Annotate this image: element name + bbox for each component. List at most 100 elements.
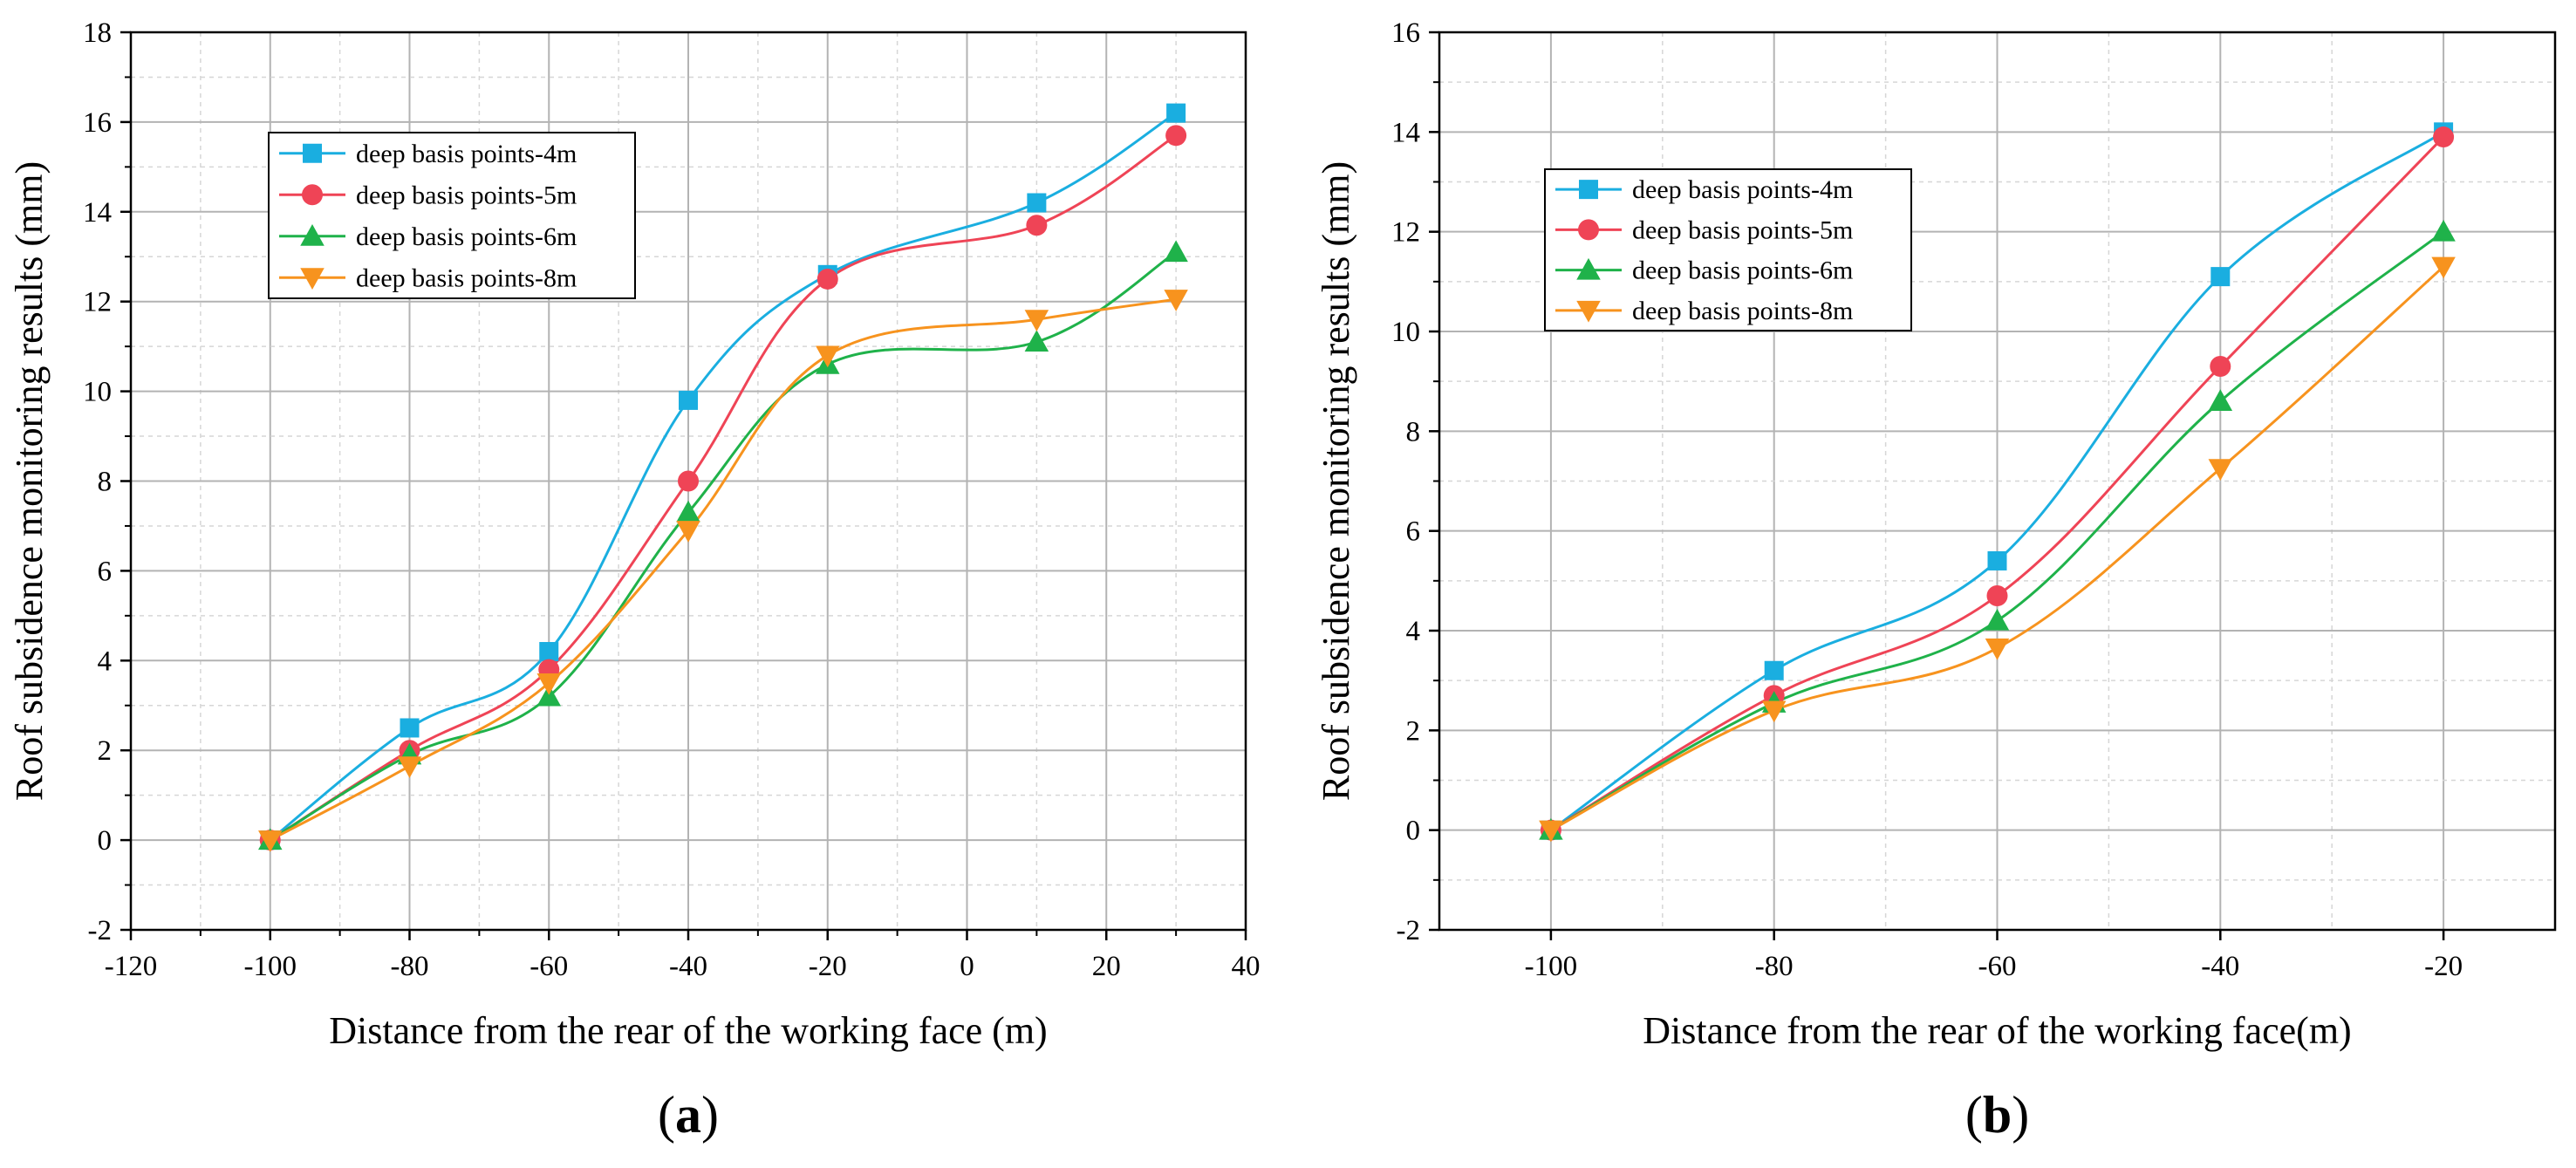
x-tick-label: -120 <box>105 951 158 982</box>
data-point-series-1 <box>1987 550 2007 570</box>
x-tick-label: -80 <box>391 951 429 982</box>
data-point-series-2 <box>817 268 838 290</box>
panel-label: (b) <box>1965 1086 2029 1144</box>
x-tick-label: 20 <box>1092 951 1121 982</box>
x-tick-label: -100 <box>244 951 297 982</box>
data-point-series-3 <box>1164 240 1188 263</box>
y-tick-label: 14 <box>1391 117 1420 148</box>
data-point-series-3 <box>536 684 561 707</box>
x-tick-label: -100 <box>1525 951 1578 982</box>
y-tick-label: 0 <box>1406 816 1421 847</box>
data-point-series-2 <box>1165 125 1187 147</box>
y-tick-label: 18 <box>83 17 112 49</box>
y-tick-label: 0 <box>98 825 113 857</box>
legend-marker <box>300 224 325 246</box>
y-tick-label: 4 <box>1406 616 1421 647</box>
x-tick-label: -20 <box>2424 951 2463 982</box>
x-tick-label: -40 <box>669 951 707 982</box>
y-axis-title: Roof subsidence monitoring results (mm) <box>1315 161 1357 801</box>
x-tick-label: 0 <box>960 951 974 982</box>
legend-box <box>1544 168 1912 331</box>
legend-marker <box>1576 257 1601 280</box>
data-point-series-4 <box>258 830 283 852</box>
legend-label: deep basis points-4m <box>1632 175 1853 204</box>
legend-label: deep basis points-4m <box>356 140 577 168</box>
y-tick-label: 16 <box>1391 17 1420 49</box>
legend-label: deep basis points-5m <box>356 181 577 209</box>
y-tick-label: 10 <box>83 377 112 408</box>
data-point-series-1 <box>679 390 698 410</box>
y-tick-label: -2 <box>88 915 113 946</box>
data-point-series-3 <box>2208 389 2233 412</box>
panel-label-close: ) <box>701 1086 719 1144</box>
data-point-series-2 <box>1986 584 2008 606</box>
data-point-series-3 <box>1024 330 1049 352</box>
data-point-series-1 <box>1027 193 1047 213</box>
x-tick-label: -20 <box>809 951 847 982</box>
x-tick-label: 40 <box>1232 951 1261 982</box>
legend-label: deep basis points-8m <box>356 263 577 292</box>
data-point-series-4 <box>1539 820 1563 843</box>
series-line-2 <box>1550 136 2445 831</box>
legend-marker <box>302 184 323 206</box>
y-tick-label: 8 <box>98 467 113 498</box>
y-tick-label: 2 <box>1406 715 1421 747</box>
legend-marker <box>1576 300 1601 323</box>
data-point-series-2 <box>678 470 699 492</box>
y-tick-label: 12 <box>83 287 112 318</box>
chart-panel-a: -120 -100 -80 -60 -40 -20 0 20 40-20246810121416… <box>8 17 1261 1144</box>
panel-label-close: ) <box>2012 1086 2029 1144</box>
x-tick-label: -40 <box>2201 951 2239 982</box>
x-tick-label: -60 <box>530 951 568 982</box>
panel-label-open: ( <box>1965 1086 1983 1144</box>
data-point-series-1 <box>2210 267 2231 287</box>
series-line-3 <box>1550 230 2445 831</box>
data-point-series-4 <box>2208 459 2233 481</box>
data-point-series-3 <box>2431 219 2456 242</box>
data-point-series-4 <box>397 756 422 778</box>
data-point-series-1 <box>1166 103 1186 123</box>
data-point-series-4 <box>2431 256 2456 279</box>
y-tick-label: 2 <box>98 735 113 767</box>
data-point-series-1 <box>1764 660 1784 680</box>
legend: deep basis points-4m deep basis points-5m… <box>268 132 636 299</box>
legend-box <box>268 132 636 299</box>
y-tick-label: 6 <box>1406 516 1421 548</box>
legend-label: deep basis points-8m <box>1632 297 1853 325</box>
data-point-series-4 <box>1164 290 1188 311</box>
x-tick-label: -80 <box>1755 951 1794 982</box>
x-axis-title: Distance from the rear of the working fa… <box>329 1009 1047 1052</box>
data-point-series-4 <box>1985 639 2010 660</box>
legend-marker <box>1578 219 1599 241</box>
y-axis-title: Roof subsidence monitoring results (mm) <box>8 161 51 801</box>
legend-marker <box>1579 180 1598 200</box>
y-tick-label: 4 <box>98 645 113 677</box>
data-point-series-4 <box>816 345 840 368</box>
data-point-series-3 <box>676 500 700 523</box>
y-tick-label: -2 <box>1397 915 1421 946</box>
y-tick-label: 10 <box>1391 317 1420 348</box>
data-point-series-2 <box>2433 126 2455 148</box>
chart-panel-b: -100 -80 -60 -40 -20-20246810121416Distance … <box>1315 17 2557 1144</box>
data-point-series-2 <box>2210 356 2231 378</box>
legend-label: deep basis points-6m <box>1632 256 1853 285</box>
y-tick-label: 6 <box>98 556 113 587</box>
y-tick-label: 8 <box>1406 416 1421 447</box>
panel-label-letter: a <box>675 1086 701 1144</box>
legend-label: deep basis points-6m <box>356 222 577 251</box>
legend-marker <box>300 268 325 290</box>
data-point-series-4 <box>1761 700 1787 723</box>
data-point-series-1 <box>539 642 559 662</box>
data-point-series-1 <box>400 718 420 738</box>
data-point-series-4 <box>676 521 700 543</box>
legend-marker <box>303 143 322 163</box>
y-tick-label: 12 <box>1391 217 1420 249</box>
data-point-series-4 <box>1024 310 1049 332</box>
data-point-series-4 <box>536 673 561 695</box>
data-point-series-2 <box>1026 215 1048 236</box>
legend-label: deep basis points-5m <box>1632 215 1853 244</box>
grid <box>1439 32 2555 930</box>
panel-label: (a) <box>658 1086 719 1144</box>
